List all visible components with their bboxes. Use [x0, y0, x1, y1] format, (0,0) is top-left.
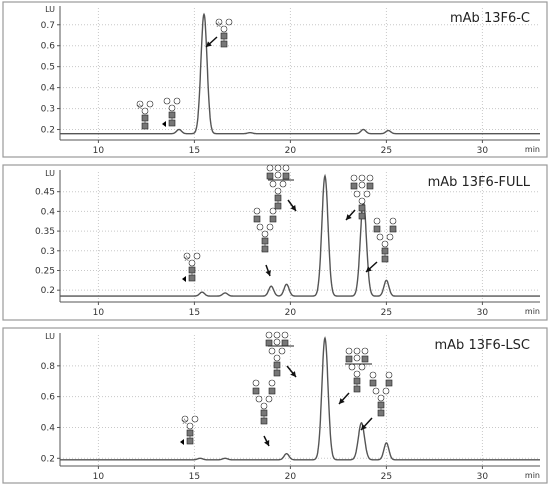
glycan-structure-icons: ☆ ☆ ☆ ☆	[136, 18, 397, 447]
y-tick-label: 0.25	[35, 266, 55, 276]
svg-text:☆: ☆	[183, 254, 190, 263]
x-tick-label: 10	[93, 308, 105, 318]
glycan-structure-icon: ☆	[180, 415, 199, 445]
y-tick-label: 0.35	[35, 227, 55, 237]
y-tick-label: 0.4	[41, 423, 56, 433]
peak-arrow	[205, 36, 218, 48]
glycan-structure-icon	[373, 217, 397, 263]
x-tick-label: 15	[189, 146, 200, 156]
x-tick-label: 10	[93, 472, 105, 482]
y-tick-label: 0.6	[41, 42, 56, 52]
x-tick-label: 20	[285, 472, 297, 482]
peak-arrow	[265, 264, 271, 277]
peak-arrow	[287, 199, 297, 212]
glycan-structure-icon	[252, 379, 276, 425]
chromatogram-trace	[60, 12, 540, 135]
x-tick-label: 25	[381, 308, 392, 318]
chart-title: mAb 13F6-C	[450, 11, 530, 26]
y-tick-label: 0.4	[41, 207, 56, 217]
chromatogram-panel: 10 15 20 25 30 0.2 0.3 0.4 0.5 0.6 0.7 LU min mAb 13F…	[2, 1, 548, 158]
x-tick-label: 30	[477, 146, 489, 156]
y-tick-label: 0.8	[41, 362, 56, 372]
svg-text:☆: ☆	[181, 417, 188, 426]
x-tick-label: 30	[477, 308, 489, 318]
y-tick-label: 0.2	[41, 126, 55, 136]
y-unit-label: LU	[45, 332, 55, 341]
y-unit-label: LU	[45, 5, 55, 14]
glycan-structure-icon	[162, 97, 181, 127]
y-tick-label: 0.45	[35, 188, 55, 198]
glycan-structure-icon	[369, 371, 393, 417]
glycan-structure-icon	[253, 207, 277, 253]
x-tick-label: 20	[285, 308, 297, 318]
chromatogram-panel: 10 15 20 25 30 0.2 0.25 0.3 0.35 0.4 0.45 LU min mAb …	[2, 164, 548, 321]
panel-frame	[2, 1, 548, 158]
glycan-structure-icon	[350, 174, 374, 220]
x-unit-label: min	[525, 307, 540, 316]
peak-arrow	[338, 392, 350, 405]
chart-title: mAb 13F6-FULL	[428, 175, 531, 190]
peak-arrow	[345, 209, 356, 221]
x-tick-label: 15	[189, 308, 200, 318]
glycan-structure-icon: ☆	[182, 252, 201, 282]
x-unit-label: min	[525, 145, 540, 154]
y-tick-label: 0.4	[41, 84, 56, 94]
peak-arrow	[286, 365, 297, 378]
x-unit-label: min	[525, 471, 540, 480]
glycan-structure-icon: ☆	[215, 18, 233, 48]
y-tick-label: 0.2	[41, 454, 55, 464]
x-tick-label: 25	[381, 146, 392, 156]
svg-text:☆: ☆	[215, 20, 222, 29]
glycan-structure-icon: ☆	[136, 100, 154, 130]
chromatogram-trace	[60, 173, 540, 297]
svg-text:☆: ☆	[136, 102, 143, 111]
y-tick-label: 0.7	[41, 21, 55, 31]
x-tick-label: 30	[477, 472, 489, 482]
glycan-structure-icon	[266, 164, 290, 210]
x-tick-label: 10	[93, 146, 105, 156]
x-tick-label: 25	[381, 472, 392, 482]
y-unit-label: LU	[45, 169, 55, 178]
peak-arrow	[360, 417, 373, 431]
y-tick-label: 0.6	[41, 393, 56, 403]
chromatogram-panel: 10 15 20 25 30 0.2 0.4 0.6 0.8 LU min mAb 13F6-LSC	[2, 327, 548, 484]
x-tick-label: 15	[189, 472, 200, 482]
y-tick-label: 0.5	[41, 63, 55, 73]
peak-arrow	[365, 261, 378, 273]
peak-arrow	[263, 435, 270, 447]
y-tick-label: 0.3	[41, 247, 55, 257]
y-tick-label: 0.2	[41, 286, 55, 296]
x-tick-label: 20	[285, 146, 297, 156]
chart-title: mAb 13F6-LSC	[435, 338, 531, 353]
panel-frame	[2, 327, 548, 484]
glycan-structure-icon	[265, 331, 289, 377]
y-tick-label: 0.3	[41, 105, 55, 115]
chromatogram-trace	[60, 336, 540, 461]
